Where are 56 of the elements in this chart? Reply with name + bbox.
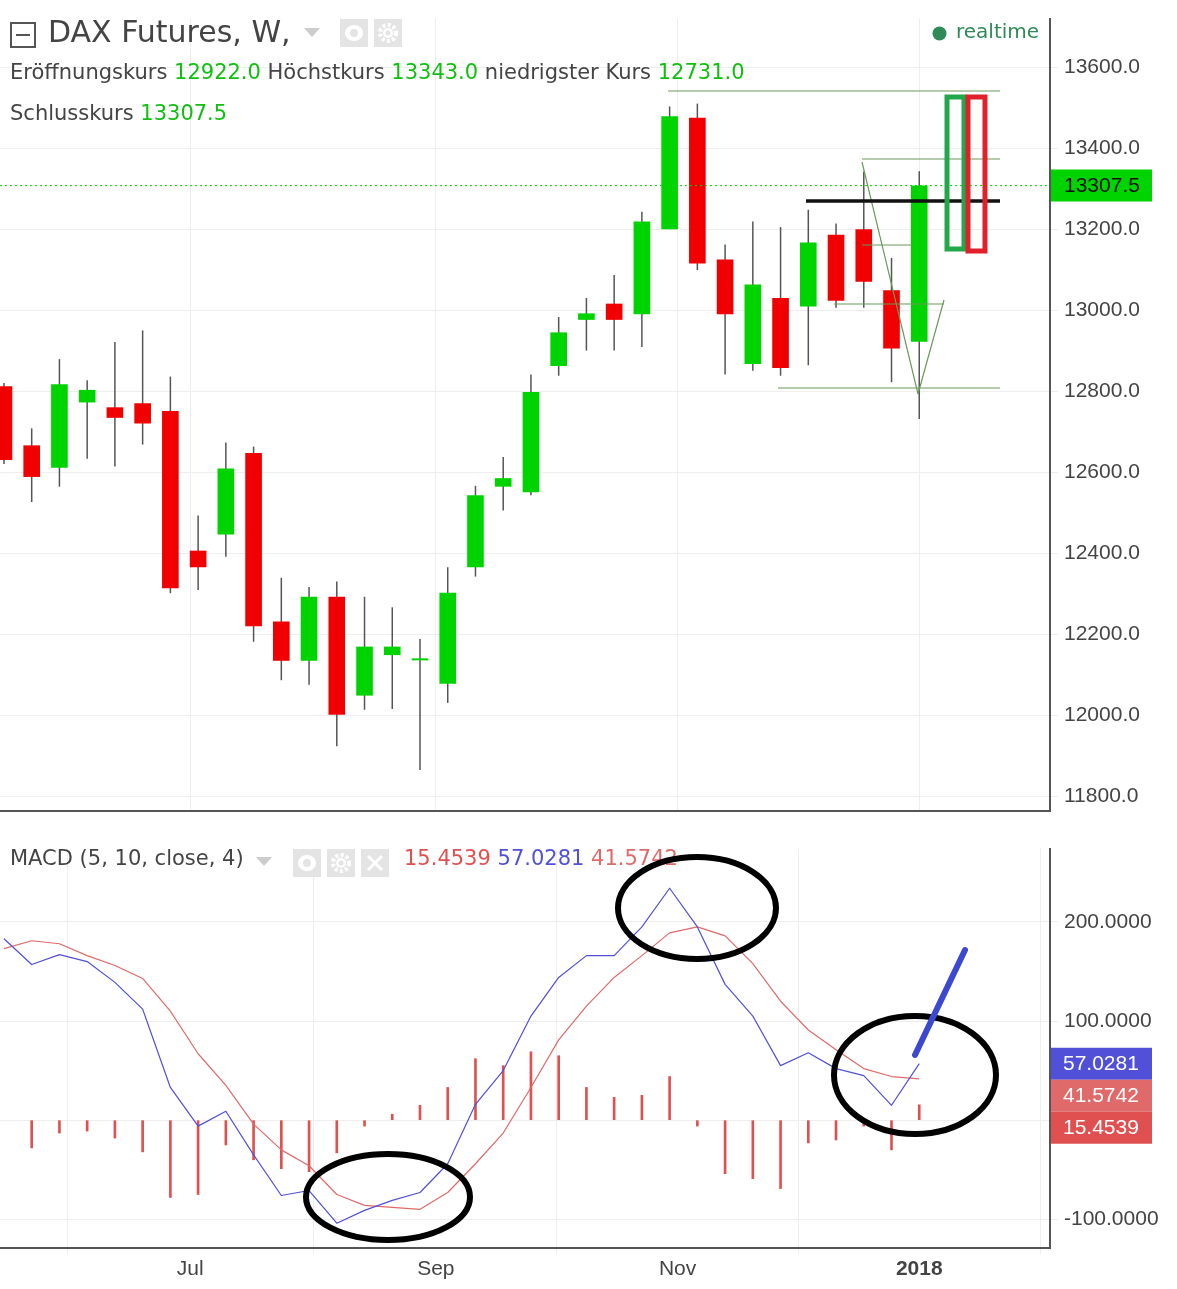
bar — [30, 1120, 34, 1149]
candlestick — [605, 274, 623, 352]
chart-title: MACD (5, 10, close, 4) — [10, 846, 244, 870]
y-tick-label: 12800.0 — [1064, 377, 1140, 401]
bar — [363, 1120, 366, 1127]
bar — [806, 1120, 810, 1144]
x-tick-label: Nov — [658, 1256, 697, 1280]
bar — [779, 1120, 782, 1189]
x-tick-label: Jul — [176, 1256, 204, 1280]
ref-line-label: 13307.5 — [1064, 173, 1140, 197]
candlestick — [578, 297, 595, 352]
bar — [85, 1120, 89, 1132]
y-tick-label: 12200.0 — [1064, 620, 1140, 644]
x-tick-label: 2018 — [895, 1256, 943, 1280]
candlestick — [383, 606, 401, 710]
y-tick-label: -100.0000 — [1064, 1206, 1159, 1230]
bar — [58, 1120, 61, 1134]
text: 57.0281 — [1063, 1051, 1139, 1075]
bar — [169, 1120, 172, 1198]
text: 41.5742 — [1063, 1083, 1139, 1107]
y-tick-label: 13200.0 — [1064, 215, 1140, 239]
candlestick — [411, 638, 429, 771]
bar — [279, 1120, 283, 1170]
y-tick-label: 12400.0 — [1064, 539, 1140, 563]
bar — [917, 1104, 921, 1120]
annotation: Eröffnungskurs 12922.0 Höchstkurs 13343.0 niedrigster Kurs 12731.0 — [10, 60, 745, 84]
candlestick — [494, 456, 512, 512]
candlestick — [189, 514, 207, 591]
bar — [335, 1120, 339, 1154]
bar — [141, 1120, 144, 1153]
candlestick — [106, 341, 124, 468]
bar — [390, 1113, 394, 1120]
y-tick-label: 13600.0 — [1064, 53, 1140, 77]
chart-title: DAX Futures, W, — [48, 14, 291, 49]
x-tick-label: Sep — [417, 1256, 455, 1280]
bar — [585, 1087, 588, 1120]
text: 15.4539 — [1063, 1115, 1139, 1139]
y-tick-label: 200.0000 — [1064, 908, 1152, 932]
y-tick-label: 12000.0 — [1064, 701, 1140, 725]
annotation: Schlusskurs 13307.5 — [10, 101, 228, 125]
y-tick-label: 100.0000 — [1064, 1007, 1152, 1031]
annotation: 57.0281 — [497, 846, 586, 870]
bar — [474, 1058, 477, 1120]
annotation: 15.4539 — [404, 846, 492, 870]
candlestick — [78, 379, 96, 460]
candlestick — [134, 329, 151, 446]
bar — [668, 1076, 671, 1120]
bar — [696, 1120, 699, 1127]
bar — [557, 1055, 561, 1120]
y-tick-label: 12600.0 — [1064, 458, 1140, 482]
y-tick-label: 11800.0 — [1064, 782, 1139, 806]
y-tick-label: 13400.0 — [1064, 134, 1140, 158]
annotation: realtime — [956, 19, 1040, 43]
bar — [501, 1065, 505, 1120]
bar — [446, 1087, 450, 1120]
y-tick-label: 13000.0 — [1064, 296, 1140, 320]
